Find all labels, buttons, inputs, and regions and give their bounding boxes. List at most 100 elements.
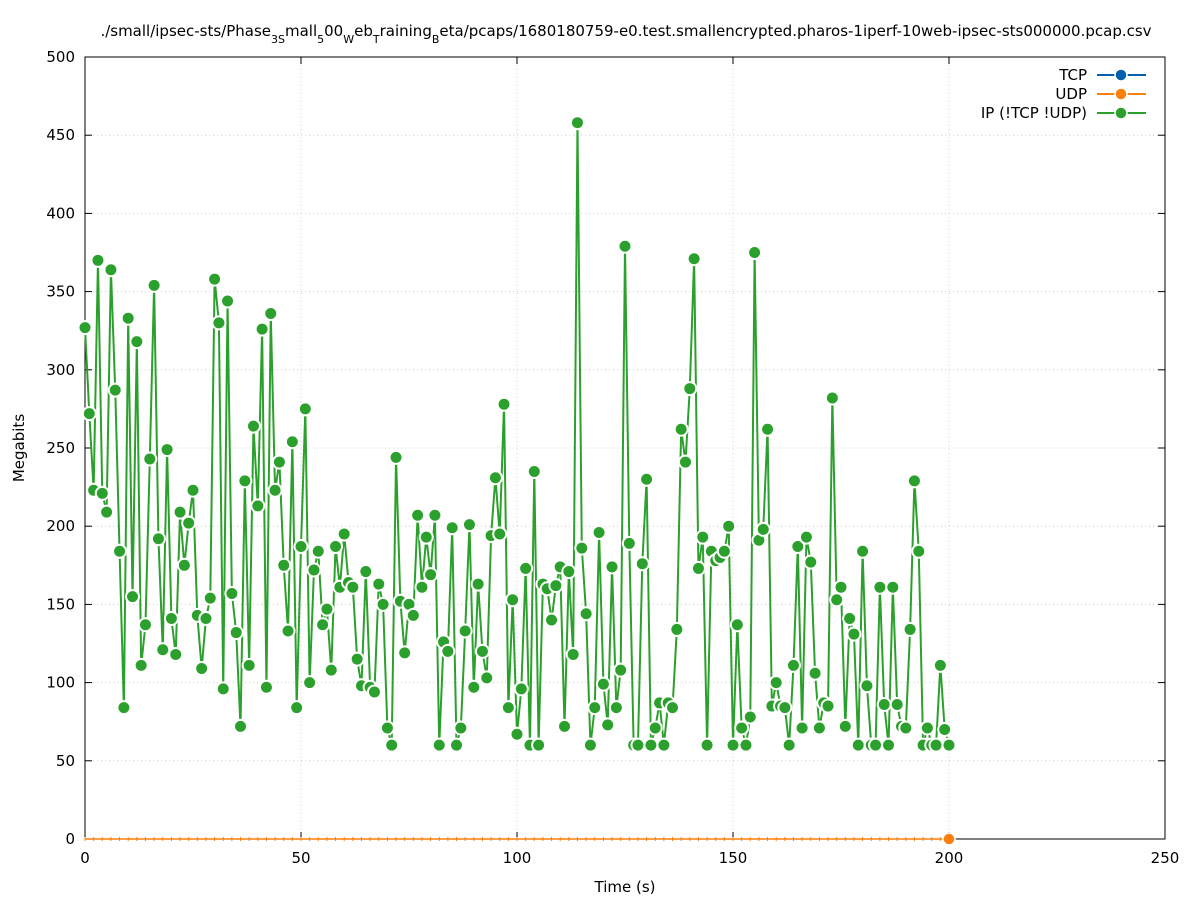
ip-point [902, 621, 918, 637]
ip-point [379, 720, 395, 736]
ip-point [267, 482, 283, 498]
title-part: mall [285, 22, 317, 40]
ip-point [185, 482, 201, 498]
ip-point [777, 700, 793, 716]
ip-point [224, 585, 240, 601]
ip-point [423, 567, 439, 583]
ip-point [293, 539, 309, 555]
ip-point [513, 681, 529, 697]
ip-point [811, 720, 827, 736]
udp-point [942, 832, 956, 846]
ip-point [760, 421, 776, 437]
ip-point [647, 720, 663, 736]
ip-point [220, 293, 236, 309]
ip-point [889, 696, 905, 712]
ip-point [133, 657, 149, 673]
ip-point [621, 535, 637, 551]
ip-point [665, 700, 681, 716]
ip-point [669, 621, 685, 637]
ip-point [310, 543, 326, 559]
ip-point [729, 617, 745, 633]
ip-point [911, 543, 927, 559]
ip-point [755, 521, 771, 537]
ip-point [881, 737, 897, 753]
ip-point [280, 623, 296, 639]
x-axis-label: Time (s) [594, 878, 656, 896]
ip-point [159, 442, 175, 458]
ip-point [842, 610, 858, 626]
ip-point [829, 592, 845, 608]
ip-point [466, 679, 482, 695]
ip-point [397, 645, 413, 661]
ip-point [168, 646, 184, 662]
legend-label: UDP [1055, 85, 1087, 103]
ip-point [876, 696, 892, 712]
ip-point [107, 382, 123, 398]
ip-point [215, 681, 231, 697]
ip-point [470, 576, 486, 592]
ip-point [276, 557, 292, 573]
ip-point [531, 737, 547, 753]
y-tick-label: 500 [46, 48, 75, 66]
chart-title: ./small/ipsec-sts/Phase3Small500WebTrain… [100, 22, 1151, 46]
ip-point [898, 720, 914, 736]
title-part: ./small/ipsec-sts/Phase [100, 22, 271, 40]
title-part: eta/pcaps/1680180759-e0.test.smallencryp… [439, 22, 1151, 40]
ip-point [198, 610, 214, 626]
ip-point [427, 507, 443, 523]
y-tick-label: 450 [46, 126, 75, 144]
ip-point [686, 251, 702, 267]
legend-marker [1114, 106, 1128, 120]
ip-point [315, 617, 331, 633]
y-tick-label: 350 [46, 283, 75, 301]
series-udp [84, 832, 956, 846]
ip-point [271, 454, 287, 470]
ip-point [500, 700, 516, 716]
ip-point [699, 737, 715, 753]
ip-point [487, 470, 503, 486]
ip-point [207, 271, 223, 287]
x-tick-label: 100 [503, 849, 532, 867]
title-subscript: 5 [317, 33, 324, 46]
ip-point [120, 310, 136, 326]
ip-point [794, 720, 810, 736]
ip-point [284, 434, 300, 450]
ip-point [233, 718, 249, 734]
ip-point [176, 557, 192, 573]
ip-point [565, 646, 581, 662]
ip-point [449, 737, 465, 753]
ip-point [682, 381, 698, 397]
ip-point [643, 737, 659, 753]
y-tick-label: 150 [46, 595, 75, 613]
ip-point [677, 454, 693, 470]
ip-point [194, 661, 210, 677]
ip-point [505, 592, 521, 608]
ip-point [137, 617, 153, 633]
legend-entry: UDP [1055, 85, 1146, 103]
ip-point [673, 421, 689, 437]
ip-point [289, 700, 305, 716]
ip-point [518, 560, 534, 576]
ip-point [297, 401, 313, 417]
ip-point [798, 529, 814, 545]
ip-point [868, 737, 884, 753]
ip-point [345, 579, 361, 595]
ip-point [785, 657, 801, 673]
ip-point [492, 526, 508, 542]
legend-label: IP (!TCP !UDP) [981, 104, 1087, 122]
ip-point [768, 675, 784, 691]
ip-point [254, 321, 270, 337]
ip-point [388, 449, 404, 465]
ip-point [919, 720, 935, 736]
x-tick-label: 0 [80, 849, 90, 867]
ip-point [803, 554, 819, 570]
ip-point [155, 642, 171, 658]
ip-point [90, 252, 106, 268]
ip-point [690, 560, 706, 576]
ip-point [781, 737, 797, 753]
ip-point [371, 576, 387, 592]
y-tick-label: 200 [46, 517, 75, 535]
ip-point [747, 245, 763, 260]
ip-point [725, 737, 741, 753]
